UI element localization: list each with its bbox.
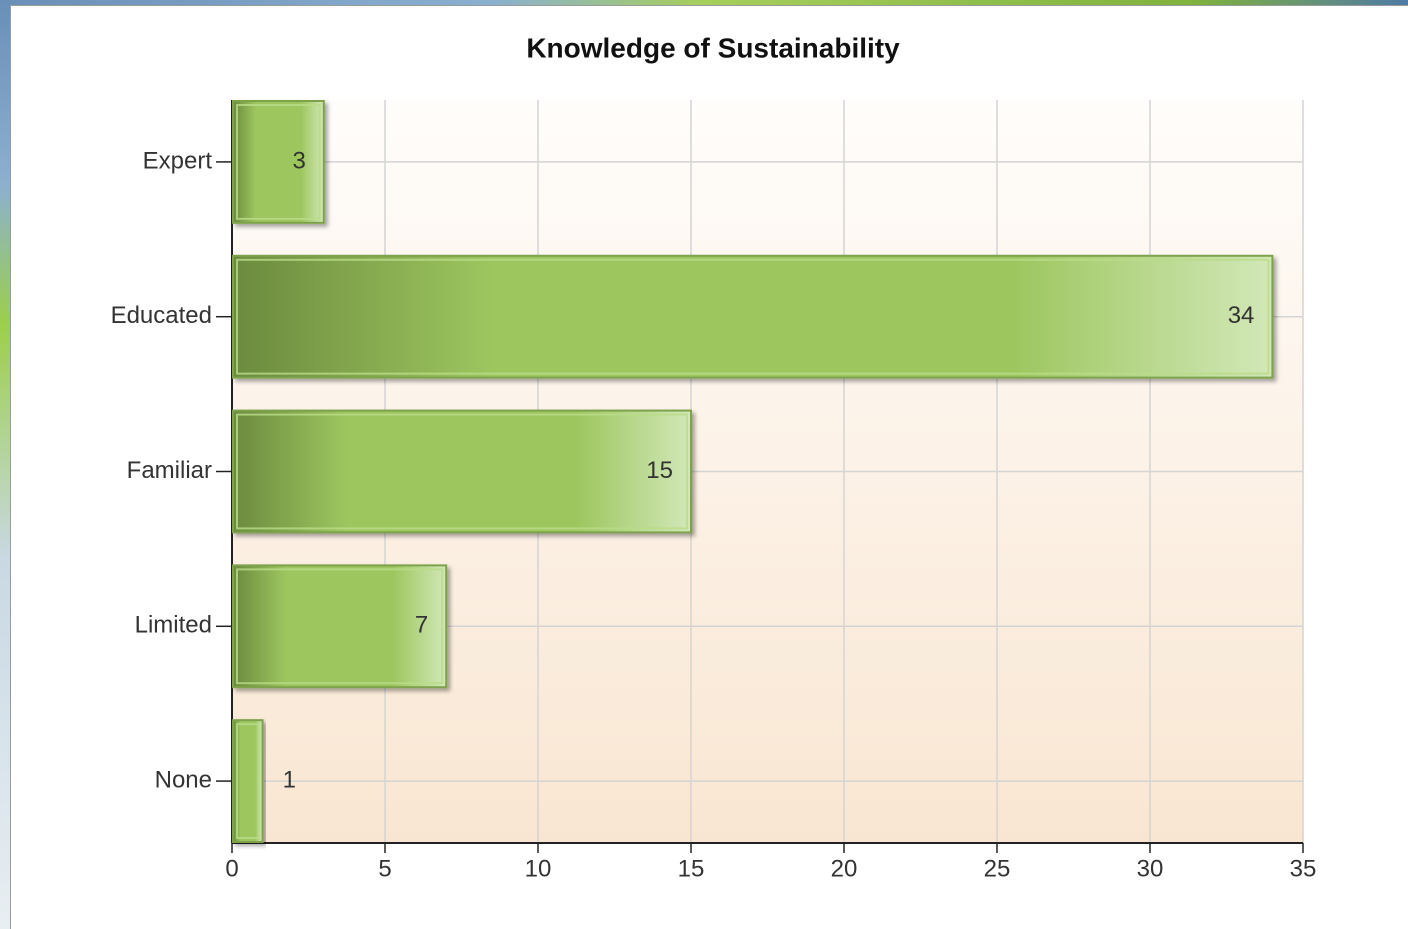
y-tick-label: None bbox=[155, 766, 212, 793]
x-tick-label: 5 bbox=[378, 855, 391, 882]
y-tick-label: Limited bbox=[135, 612, 212, 639]
y-tick-label: Expert bbox=[143, 147, 213, 174]
x-tick-label: 30 bbox=[1137, 855, 1164, 882]
decoration bbox=[0, 0, 10, 929]
chart: Knowledge of Sustainability 0 5 10 15 20 25 30… bbox=[0, 0, 1408, 929]
data-label: 15 bbox=[646, 457, 673, 484]
x-tick-label: 20 bbox=[831, 855, 858, 882]
x-tick-label: 0 bbox=[225, 855, 238, 882]
x-tick-label: 35 bbox=[1290, 855, 1317, 882]
data-label: 34 bbox=[1228, 302, 1255, 329]
bar bbox=[233, 256, 1272, 378]
data-label: 1 bbox=[283, 766, 296, 793]
y-tick-label: Familiar bbox=[127, 457, 212, 484]
y-tick-label: Educated bbox=[111, 302, 212, 329]
data-label: 7 bbox=[415, 612, 428, 639]
x-tick-label: 25 bbox=[984, 855, 1011, 882]
bar bbox=[233, 101, 324, 223]
page: Knowledge of Sustainability 0 5 10 15 20 25 30… bbox=[0, 0, 1408, 929]
chart-title: Knowledge of Sustainability bbox=[526, 32, 900, 63]
x-tick-label: 15 bbox=[678, 855, 705, 882]
data-label: 3 bbox=[292, 147, 305, 174]
x-tick-label: 10 bbox=[525, 855, 552, 882]
bar bbox=[233, 411, 691, 533]
